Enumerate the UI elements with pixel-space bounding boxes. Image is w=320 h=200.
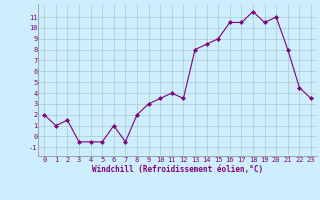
X-axis label: Windchill (Refroidissement éolien,°C): Windchill (Refroidissement éolien,°C) [92,165,263,174]
